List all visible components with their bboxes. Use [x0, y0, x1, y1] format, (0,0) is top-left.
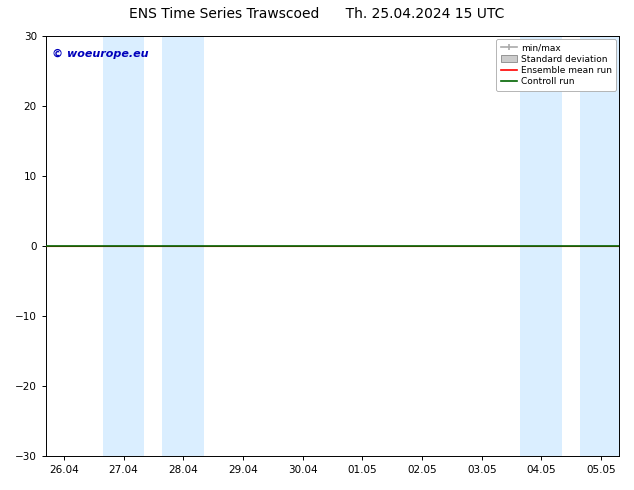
Bar	[162, 36, 204, 456]
Bar	[580, 36, 622, 456]
Text: ENS Time Series Trawscoed      Th. 25.04.2024 15 UTC: ENS Time Series Trawscoed Th. 25.04.2024…	[129, 7, 505, 22]
Text: © woeurope.eu: © woeurope.eu	[51, 49, 148, 59]
Bar	[521, 36, 562, 456]
Bar	[103, 36, 145, 456]
Legend: min/max, Standard deviation, Ensemble mean run, Controll run: min/max, Standard deviation, Ensemble me…	[496, 39, 616, 91]
